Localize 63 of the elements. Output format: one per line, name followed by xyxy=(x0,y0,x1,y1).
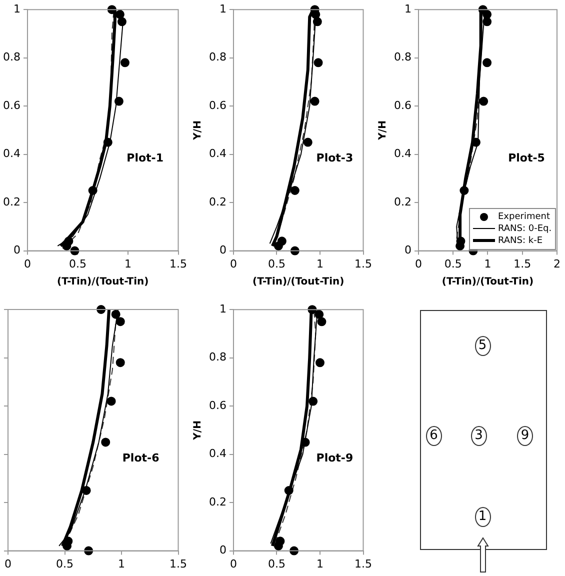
x-tick-label: 1.5 xyxy=(170,557,188,570)
y-tick-label: 0.6 xyxy=(208,398,226,412)
legend-label: Experiment xyxy=(498,210,550,223)
y-tick-label: 0.8 xyxy=(208,350,226,364)
annotation: Plot-6 xyxy=(122,452,160,465)
y-tick-label: 0.2 xyxy=(2,195,20,208)
text: 9 xyxy=(517,426,533,446)
x-tick-label: 1.5 xyxy=(354,257,372,270)
x-tick-label: 1 xyxy=(118,557,125,570)
legend-label: RANS: 0-Eq. xyxy=(498,222,552,235)
x-tick-label: 0.5 xyxy=(268,557,286,570)
legend-label: RANS: k-E xyxy=(498,234,543,247)
y-tick-label: 0.4 xyxy=(2,147,20,160)
x-tick-label: 2 xyxy=(554,257,560,270)
x-tick-label: 1.5 xyxy=(514,257,532,270)
y-tick-label: 0 xyxy=(13,244,20,257)
x-tick-label: 1.5 xyxy=(354,557,372,570)
y-axis-title: Y/H xyxy=(378,120,389,141)
x-tick-label: 0.5 xyxy=(56,557,74,570)
y-tick-label: 1 xyxy=(219,2,226,16)
y-tick-label: 0 xyxy=(219,544,226,557)
y-tick-label: 0.4 xyxy=(394,147,412,160)
y-tick-label: 0.4 xyxy=(208,147,226,160)
x-tick-label: 1 xyxy=(316,257,324,270)
y-tick-label: 0.8 xyxy=(2,50,20,64)
x-tick-label: 1 xyxy=(124,257,132,270)
x-tick-label: 0.5 xyxy=(268,257,286,270)
y-tick-label: 0.6 xyxy=(208,98,226,112)
y-tick-label: 0 xyxy=(219,244,226,257)
annotation: Plot-1 xyxy=(126,152,164,165)
y-tick-label: 0.4 xyxy=(208,447,226,460)
y-tick-label: 1 xyxy=(13,2,20,16)
x-axis-title: (T-Tin)/(Tout-Tin) xyxy=(57,276,149,288)
x-tick-label: 0 xyxy=(414,257,422,270)
y-axis-title: Y/H xyxy=(192,120,204,141)
x-tick-label: 0 xyxy=(230,557,237,570)
y-tick-label: 0.2 xyxy=(394,195,412,208)
y-tick-label: 1 xyxy=(404,2,412,16)
annotation: Plot-3 xyxy=(316,152,354,165)
y-tick-label: 0.8 xyxy=(208,50,226,64)
y-axis-title: Y/H xyxy=(192,420,204,441)
y-tick-label: 0.8 xyxy=(394,50,412,64)
x-tick-label: 1 xyxy=(484,257,492,270)
x-tick-label: 1.5 xyxy=(170,257,188,270)
y-tick-label: 0.2 xyxy=(208,195,226,208)
x-axis-title: (T-Tin)/(Tout-Tin) xyxy=(442,276,534,288)
x-tick-label: 0.5 xyxy=(444,257,462,270)
annotation: Plot-5 xyxy=(508,152,545,165)
x-tick-label: 0.5 xyxy=(68,257,86,270)
annotation: Plot-9 xyxy=(316,452,354,465)
y-tick-label: 0.6 xyxy=(2,98,20,112)
y-tick-label: 0 xyxy=(404,244,412,257)
y-tick-label: 0.2 xyxy=(208,495,226,508)
y-tick-label: 0.6 xyxy=(394,98,412,112)
x-tick-label: 0 xyxy=(230,257,237,270)
x-tick-label: 0 xyxy=(24,257,31,270)
x-axis-title: (T-Tin)/(Tout-Tin) xyxy=(252,276,344,288)
text: 6 xyxy=(426,426,442,446)
text: 1 xyxy=(474,507,490,528)
x-tick-label: 1 xyxy=(316,557,324,570)
text: 5 xyxy=(474,336,490,356)
y-tick-label: 1 xyxy=(219,302,226,316)
text: 3 xyxy=(470,426,487,446)
